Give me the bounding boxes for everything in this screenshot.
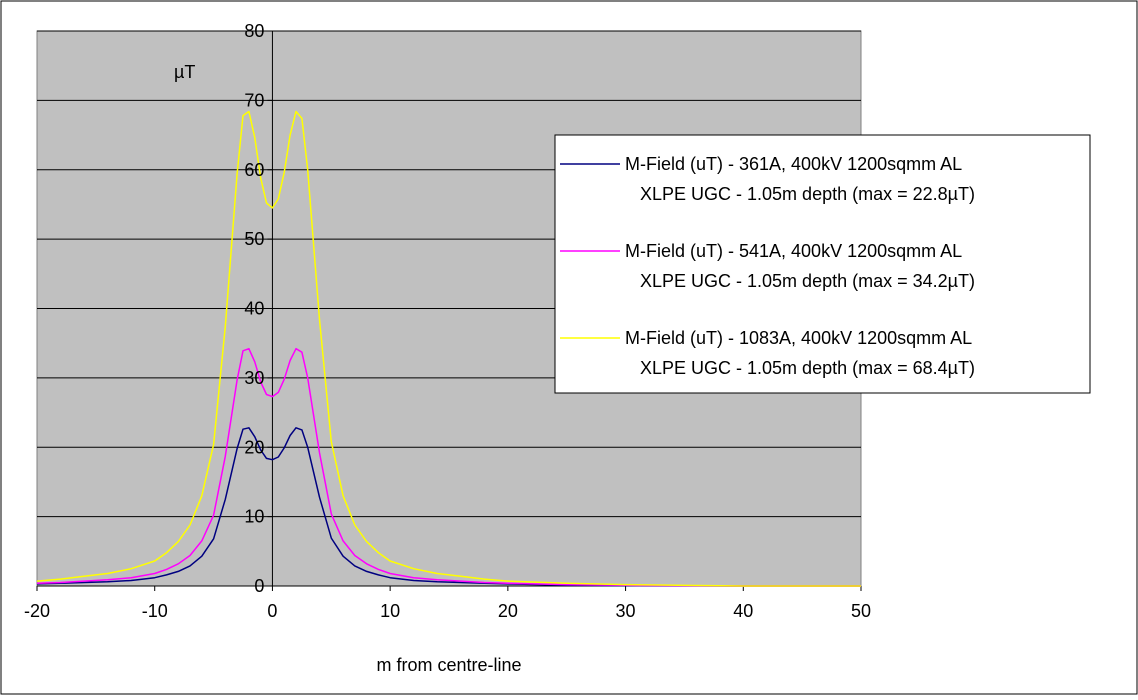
x-tick-label: 10 xyxy=(380,601,400,621)
legend-label-2: M-Field (uT) - 541A, 400kV 1200sqmm AL XL… xyxy=(625,241,975,291)
y-tick-label: 10 xyxy=(244,507,264,527)
legend-label-1: M-Field (uT) - 361A, 400kV 1200sqmm AL XL… xyxy=(625,154,975,204)
y-axis-title: µT xyxy=(174,62,195,82)
x-tick-label: -10 xyxy=(142,601,168,621)
legend: M-Field (uT) - 361A, 400kV 1200sqmm AL XL… xyxy=(554,134,1091,394)
legend-box xyxy=(554,134,1091,394)
x-tick-label: -20 xyxy=(24,601,50,621)
legend-label-line: M-Field (uT) - 541A, 400kV 1200sqmm AL xyxy=(625,241,962,261)
legend-items: M-Field (uT) - 361A, 400kV 1200sqmm AL XL… xyxy=(560,154,975,378)
x-tick-label: 50 xyxy=(851,601,871,621)
legend-label-line: M-Field (uT) - 1083A, 400kV 1200sqmm AL xyxy=(625,328,972,348)
y-tick-label: 0 xyxy=(254,576,264,596)
legend-label-line: XLPE UGC - 1.05m depth (max = 22.8µT) xyxy=(640,184,975,204)
y-tick-label: 30 xyxy=(244,368,264,388)
tick-labels: 0 10 20 30 40 50 60 70 80 -20 -10 0 10 20 30 40 50 xyxy=(24,21,871,621)
x-axis-title: m from centre-line xyxy=(376,655,521,675)
legend-label-line: M-Field (uT) - 361A, 400kV 1200sqmm AL xyxy=(625,154,962,174)
y-tick-label: 20 xyxy=(244,437,264,457)
y-tick-label: 70 xyxy=(244,90,264,110)
x-tick-label: 40 xyxy=(733,601,753,621)
y-tick-label: 80 xyxy=(244,21,264,41)
y-tick-label: 60 xyxy=(244,160,264,180)
legend-label-line: XLPE UGC - 1.05m depth (max = 68.4µT) xyxy=(640,358,975,378)
legend-label-line: XLPE UGC - 1.05m depth (max = 34.2µT) xyxy=(640,271,975,291)
series-line-2 xyxy=(36,347,861,587)
y-tick-label: 40 xyxy=(244,299,264,319)
y-tick-label: 50 xyxy=(244,229,264,249)
series-line-3 xyxy=(36,110,861,587)
x-tick-label: 0 xyxy=(267,601,277,621)
series-lines xyxy=(36,110,861,587)
legend-label-3: M-Field (uT) - 1083A, 400kV 1200sqmm AL X… xyxy=(625,328,975,378)
x-tick-label: 30 xyxy=(616,601,636,621)
series-line-1 xyxy=(36,427,861,587)
x-tick-label: 20 xyxy=(498,601,518,621)
